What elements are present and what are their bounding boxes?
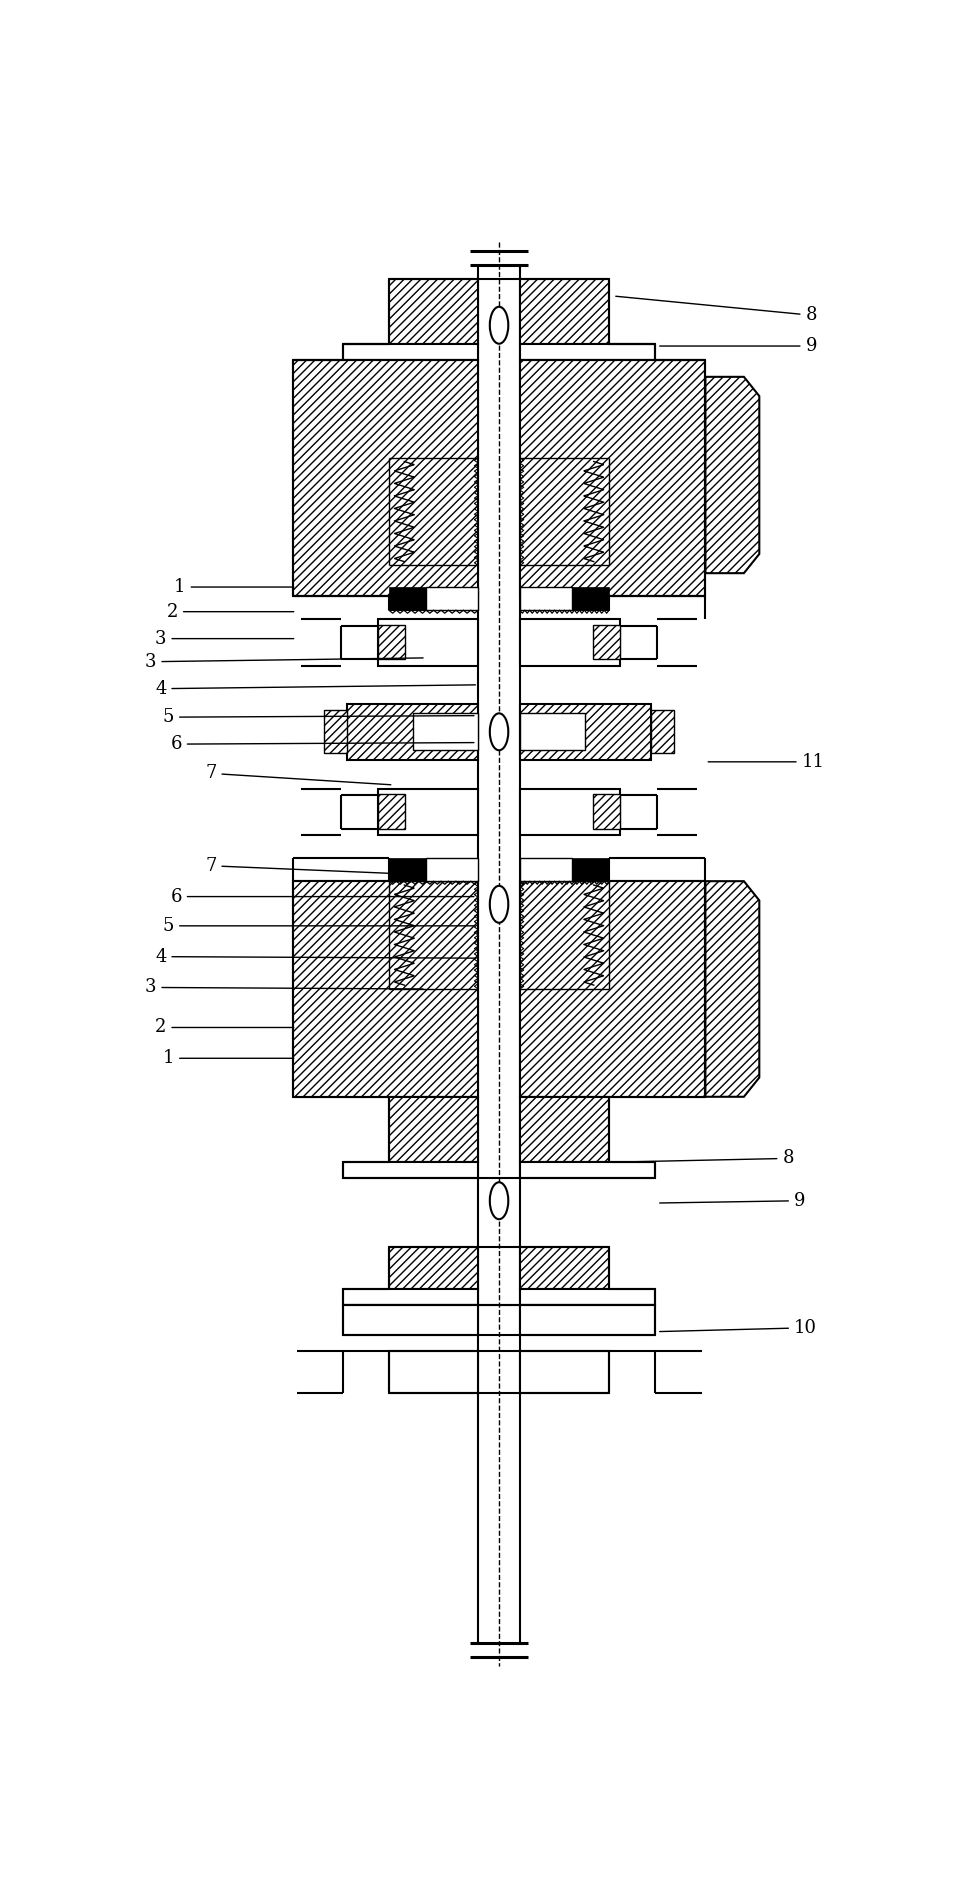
Bar (520, 1290, 656, 1305)
Text: 6: 6 (170, 888, 474, 905)
Polygon shape (705, 880, 759, 1098)
Bar (342, 1290, 479, 1305)
Bar (389, 1247, 479, 1290)
Bar (378, 790, 479, 835)
Text: 3: 3 (145, 654, 423, 671)
Bar (294, 361, 479, 597)
Bar (593, 793, 620, 829)
Bar (342, 344, 479, 361)
Text: 2: 2 (166, 603, 294, 621)
Text: 1: 1 (162, 1048, 294, 1067)
Bar (389, 587, 479, 610)
Bar (342, 1162, 479, 1177)
Text: 3: 3 (145, 979, 423, 996)
Bar (426, 587, 479, 610)
Bar (651, 710, 674, 754)
Text: 8: 8 (616, 297, 817, 325)
Bar (520, 361, 705, 597)
Bar (520, 587, 572, 610)
Bar (520, 1351, 609, 1394)
Bar (520, 1247, 609, 1290)
Bar (520, 714, 586, 750)
Bar (520, 620, 620, 665)
Bar (520, 1305, 656, 1336)
Text: 6: 6 (170, 735, 474, 754)
Ellipse shape (489, 886, 508, 922)
Text: 9: 9 (660, 336, 817, 355)
Bar (378, 793, 405, 829)
Text: 2: 2 (155, 1018, 294, 1037)
Text: 4: 4 (155, 680, 476, 697)
Bar (520, 880, 705, 1098)
Bar (389, 1098, 479, 1162)
Bar (378, 625, 405, 659)
Text: 7: 7 (205, 858, 391, 875)
Polygon shape (705, 376, 759, 572)
Text: 5: 5 (162, 708, 474, 725)
Bar (426, 858, 479, 880)
Bar (520, 705, 651, 759)
Text: 1: 1 (174, 578, 294, 597)
Bar (324, 710, 347, 754)
Text: 7: 7 (205, 765, 391, 784)
Text: 11: 11 (708, 754, 825, 771)
Bar (520, 587, 609, 610)
Text: 10: 10 (660, 1319, 817, 1337)
Bar (520, 790, 620, 835)
Bar (342, 1305, 479, 1336)
Bar (520, 1098, 609, 1162)
Bar (520, 858, 572, 880)
Bar (520, 344, 656, 361)
Text: 4: 4 (155, 948, 476, 965)
Text: 8: 8 (613, 1149, 794, 1167)
Bar (389, 1351, 479, 1394)
Bar (378, 620, 479, 665)
Bar (413, 714, 479, 750)
Bar (389, 280, 479, 344)
Bar (520, 280, 609, 344)
Bar (294, 880, 479, 1098)
Ellipse shape (489, 1183, 508, 1218)
Ellipse shape (489, 306, 508, 344)
Bar (520, 1162, 656, 1177)
Text: 3: 3 (155, 629, 294, 648)
Text: 9: 9 (660, 1192, 806, 1209)
Ellipse shape (489, 714, 508, 750)
Bar (520, 858, 609, 880)
Text: 5: 5 (162, 916, 474, 935)
Bar (389, 858, 479, 880)
Bar (593, 625, 620, 659)
Bar (347, 705, 479, 759)
